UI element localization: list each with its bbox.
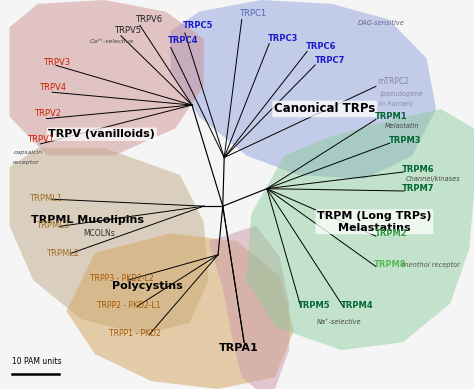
Text: TRPM (Long TRPs)
Melastatins: TRPM (Long TRPs) Melastatins — [317, 211, 432, 233]
Text: TRPM5: TRPM5 — [298, 301, 330, 310]
Text: DAG-sensitive: DAG-sensitive — [358, 20, 405, 26]
Text: mTRPC2: mTRPC2 — [377, 77, 409, 86]
Text: TRPML3: TRPML3 — [36, 221, 69, 230]
Polygon shape — [9, 148, 209, 335]
Polygon shape — [209, 226, 289, 389]
Polygon shape — [66, 233, 294, 389]
Text: TRPV3: TRPV3 — [43, 58, 70, 67]
Text: capsaicin: capsaicin — [13, 151, 43, 155]
Text: Ca²⁺-selective: Ca²⁺-selective — [90, 39, 134, 44]
Text: MCOLNs: MCOLNs — [83, 229, 115, 238]
Text: in human): in human) — [379, 101, 413, 107]
Polygon shape — [9, 0, 204, 156]
Text: TRPM4: TRPM4 — [341, 301, 374, 310]
Text: Canonical TRPs: Canonical TRPs — [274, 102, 375, 116]
Text: TRPM2: TRPM2 — [374, 229, 407, 238]
Text: TRPC4: TRPC4 — [168, 36, 199, 46]
Text: TRPML Mucolipins: TRPML Mucolipins — [31, 215, 144, 225]
Text: TRPC6: TRPC6 — [306, 42, 336, 51]
Text: TRPP1 - PKD2: TRPP1 - PKD2 — [109, 329, 161, 338]
Text: receptor: receptor — [13, 160, 40, 165]
Polygon shape — [171, 0, 436, 179]
Text: TRPP2 - PKD2-L1: TRPP2 - PKD2-L1 — [97, 301, 161, 310]
Text: (pseudogene: (pseudogene — [379, 91, 423, 97]
Text: TRPP3 - PKD2-L2: TRPP3 - PKD2-L2 — [90, 273, 154, 283]
Text: TRPML1: TRPML1 — [29, 194, 63, 203]
Text: TRPML2: TRPML2 — [46, 249, 80, 258]
Text: TRPC5: TRPC5 — [182, 21, 213, 30]
Text: TRPA1: TRPA1 — [219, 343, 258, 353]
Text: TRPC3: TRPC3 — [268, 34, 298, 44]
Text: TRPM1: TRPM1 — [374, 112, 407, 121]
Text: TRPC7: TRPC7 — [315, 56, 346, 65]
Text: TRPV4: TRPV4 — [39, 83, 66, 92]
Text: TRPM8: TRPM8 — [374, 260, 406, 269]
Text: TRPV (vanilloids): TRPV (vanilloids) — [48, 129, 155, 139]
Text: Na⁺-selective: Na⁺-selective — [317, 319, 361, 325]
Text: TRPM6: TRPM6 — [402, 165, 435, 174]
Text: Melastatin: Melastatin — [385, 123, 419, 130]
Text: TRPM7: TRPM7 — [402, 184, 435, 193]
Text: TRPM3: TRPM3 — [389, 136, 421, 145]
Text: TRPV2: TRPV2 — [34, 109, 61, 119]
Text: TRPV1: TRPV1 — [27, 135, 55, 144]
Text: TRPC1: TRPC1 — [239, 9, 266, 18]
Text: TRPV5: TRPV5 — [114, 26, 141, 35]
Text: menthol receptor: menthol receptor — [402, 261, 460, 268]
Text: Channel/kinases: Channel/kinases — [405, 176, 460, 182]
Text: TRPV6: TRPV6 — [135, 15, 162, 24]
Text: 10 PAM units: 10 PAM units — [12, 357, 61, 366]
Text: Polycystins: Polycystins — [111, 281, 182, 291]
Polygon shape — [246, 109, 474, 350]
